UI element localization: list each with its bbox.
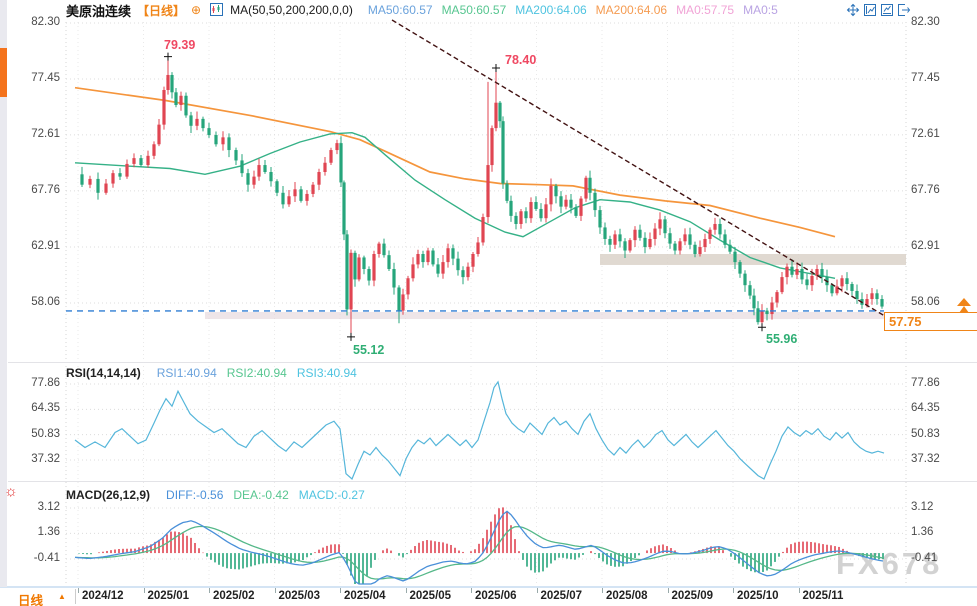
month-tick bbox=[143, 588, 145, 593]
axis-label: 1.36 bbox=[37, 526, 60, 539]
left-scrollbar[interactable] bbox=[0, 0, 7, 587]
extreme-label: 79.39 bbox=[164, 37, 196, 52]
date-label: 2024/12 bbox=[82, 590, 124, 602]
date-label: 2025/11 bbox=[802, 590, 844, 602]
macd-value: DEA:-0.42 bbox=[233, 488, 289, 502]
month-tick bbox=[209, 588, 210, 593]
axis-label: 3.12 bbox=[911, 501, 934, 513]
axis-label: 37.32 bbox=[911, 453, 940, 465]
time-axis-bar: 日线 ▲ 2024/12 2025/01 2025/02 2025/03 2025/04… bbox=[0, 588, 977, 606]
axis-label: 58.06 bbox=[31, 295, 60, 308]
chart-toolbar bbox=[843, 3, 911, 22]
y-axis-zoom-icon[interactable] bbox=[863, 3, 877, 17]
date-label: 2025/05 bbox=[409, 590, 452, 602]
date-label: 2025/10 bbox=[737, 590, 779, 602]
ma-value: MA200:64.06 bbox=[595, 3, 668, 17]
axis-label: -0.41 bbox=[911, 552, 938, 564]
ma-value: MA50:60.57 bbox=[367, 3, 433, 17]
date-label: 2025/04 bbox=[344, 590, 386, 602]
axis-label: 67.76 bbox=[911, 183, 940, 196]
rsi-legend: RSI1:40.94 RSI2:40.94 RSI3:40.94 bbox=[147, 366, 357, 380]
month-tick bbox=[340, 588, 341, 593]
indicator-settings-icon[interactable]: ☼ bbox=[4, 483, 18, 500]
axis-label: 77.86 bbox=[911, 377, 940, 389]
rsi-title: RSI(14,14,14) bbox=[66, 366, 141, 380]
period-up-arrow-icon[interactable]: ▲ bbox=[58, 592, 66, 601]
axis-label: 77.45 bbox=[911, 72, 940, 85]
ma-value: MA200:64.06 bbox=[515, 3, 587, 17]
month-tick bbox=[733, 588, 734, 593]
macd-value: MACD:-0.27 bbox=[298, 488, 365, 502]
last-price-tag: 57.75 bbox=[884, 312, 977, 331]
month-tick bbox=[602, 588, 603, 593]
axis-label: 77.86 bbox=[31, 377, 60, 389]
month-tick bbox=[798, 588, 800, 593]
macd-legend: DIFF:-0.56 DEA:-0.42 MACD:-0.27 bbox=[156, 488, 365, 502]
x-axis-zoom-icon[interactable] bbox=[880, 3, 894, 17]
ma-value: MA0:57.75 bbox=[676, 3, 735, 17]
axis-label: 50.83 bbox=[911, 427, 940, 440]
extreme-label: 55.96 bbox=[766, 332, 798, 347]
macd-value: DIFF:-0.56 bbox=[166, 488, 224, 502]
ma-value: MA50:60.57 bbox=[441, 3, 507, 17]
month-tick bbox=[536, 588, 538, 593]
ma-legend: MA50:60.57 MA50:60.57 MA200:64.06 MA200:64.… bbox=[359, 3, 778, 17]
rsi-value: RSI2:40.94 bbox=[226, 366, 287, 380]
macd-title: MACD(26,12,9) bbox=[66, 488, 151, 502]
date-label: 2025/09 bbox=[671, 590, 714, 602]
rsi-header: RSI(14,14,14) RSI1:40.94 RSI2:40.94 RSI3:4… bbox=[66, 364, 357, 382]
axis-label: -0.41 bbox=[33, 552, 60, 564]
date-label: 2025/06 bbox=[475, 590, 517, 602]
pan-icon[interactable] bbox=[846, 3, 860, 17]
chart-header: 美原油连续 【日线】 ⊕ MA(50,50,200,200,0,0) MA50:… bbox=[66, 1, 778, 19]
extreme-label: 78.40 bbox=[505, 53, 537, 68]
axis-label: 72.61 bbox=[911, 127, 940, 140]
axis-label: 50.83 bbox=[31, 427, 60, 440]
macd-header: MACD(26,12,9) DIFF:-0.56 DEA:-0.42 MACD:-0… bbox=[66, 486, 365, 504]
period-tag: 【日线】 bbox=[137, 3, 186, 18]
month-tick bbox=[405, 588, 407, 593]
month-tick bbox=[274, 588, 276, 593]
last-price-value: 57.75 bbox=[889, 314, 922, 329]
date-label: 2025/07 bbox=[540, 590, 583, 602]
axis-label: 64.35 bbox=[911, 402, 940, 415]
ma-formula: MA(50,50,200,200,0,0) bbox=[230, 3, 353, 17]
month-tick bbox=[471, 588, 472, 593]
axis-label: 62.91 bbox=[31, 239, 60, 252]
ma-value: MA0:5 bbox=[743, 3, 778, 17]
extreme-label: 55.12 bbox=[353, 342, 385, 357]
axis-label: 58.06 bbox=[911, 295, 940, 308]
date-label: 2025/03 bbox=[278, 590, 321, 602]
month-tick bbox=[78, 588, 79, 593]
axis-label: 82.30 bbox=[31, 16, 60, 28]
symbol-title: 美原油连续 bbox=[66, 3, 132, 19]
axis-label: 62.91 bbox=[911, 239, 940, 252]
month-tick bbox=[667, 588, 669, 593]
rsi-value: RSI1:40.94 bbox=[156, 366, 217, 380]
rsi-value: RSI3:40.94 bbox=[296, 366, 357, 380]
tab-period[interactable]: 日线 bbox=[18, 594, 44, 606]
axis-label: 64.35 bbox=[31, 402, 60, 415]
expand-icon[interactable]: ⊕ bbox=[191, 3, 202, 17]
exit-chart-icon[interactable] bbox=[897, 3, 911, 17]
ma-indicator-icon[interactable] bbox=[210, 3, 224, 17]
date-label: 2025/02 bbox=[213, 590, 255, 602]
axis-label: 77.45 bbox=[31, 72, 60, 85]
axis-label: 37.32 bbox=[31, 453, 60, 465]
divider bbox=[75, 589, 76, 604]
axis-label: 67.76 bbox=[31, 183, 60, 196]
axis-label: 72.61 bbox=[31, 127, 60, 140]
axis-label: 1.36 bbox=[911, 526, 934, 539]
left-scrollbar-thumb[interactable] bbox=[0, 48, 7, 97]
date-label: 2025/01 bbox=[147, 590, 190, 602]
axis-label: 82.30 bbox=[911, 16, 940, 28]
axis-label: 3.12 bbox=[37, 501, 60, 513]
date-label: 2025/08 bbox=[606, 590, 648, 602]
watermark: FX678 bbox=[836, 546, 943, 581]
